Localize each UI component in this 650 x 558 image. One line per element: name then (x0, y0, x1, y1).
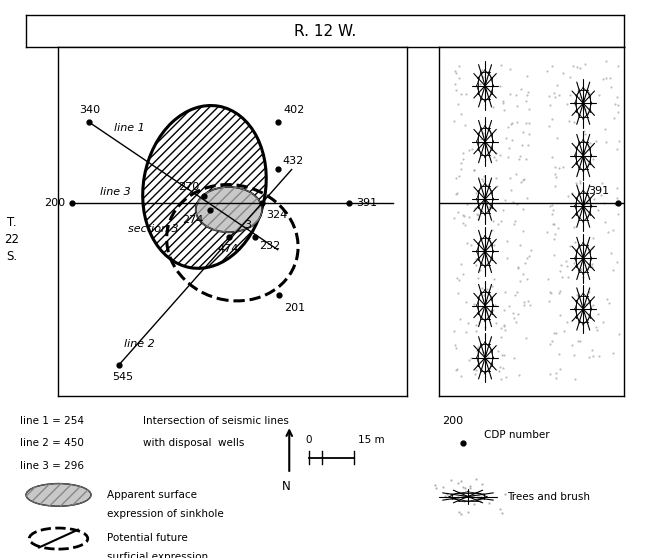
Text: Trees and brush: Trees and brush (507, 492, 590, 502)
Text: line 2: line 2 (124, 339, 155, 349)
Text: Apparent surface: Apparent surface (107, 490, 197, 500)
Text: 274: 274 (183, 215, 204, 225)
Text: 545: 545 (112, 373, 133, 382)
Text: R. 12 W.: R. 12 W. (294, 24, 356, 39)
Text: 432: 432 (282, 156, 304, 166)
Text: 0: 0 (306, 435, 312, 445)
Text: 324: 324 (266, 210, 288, 220)
Text: 15 m: 15 m (358, 435, 384, 445)
Text: Intersection of seismic lines: Intersection of seismic lines (143, 416, 289, 426)
Text: 391: 391 (356, 198, 377, 208)
Text: N: N (281, 480, 291, 493)
Text: line 1 = 254: line 1 = 254 (20, 416, 83, 426)
Ellipse shape (26, 484, 91, 506)
Text: with disposal  wells: with disposal wells (143, 438, 244, 448)
Text: line 2 = 450: line 2 = 450 (20, 438, 83, 448)
Ellipse shape (196, 187, 262, 232)
Text: 3: 3 (244, 220, 251, 230)
Text: Potential future: Potential future (107, 533, 188, 543)
Text: 200: 200 (442, 416, 463, 426)
Text: section 3: section 3 (128, 224, 178, 234)
Text: line 1: line 1 (114, 123, 144, 133)
Text: 201: 201 (284, 302, 305, 312)
Text: CDP number: CDP number (484, 430, 550, 440)
Text: line 3 = 296: line 3 = 296 (20, 461, 83, 471)
Text: 270: 270 (178, 182, 200, 192)
Text: surficial expression: surficial expression (107, 551, 209, 558)
Text: line 3: line 3 (100, 187, 131, 198)
Text: T.
22
S.: T. 22 S. (4, 217, 20, 263)
Text: 474: 474 (217, 244, 239, 254)
Ellipse shape (143, 105, 266, 268)
Text: expression of sinkhole: expression of sinkhole (107, 509, 224, 519)
Text: 200: 200 (44, 198, 65, 208)
Text: 391: 391 (588, 186, 609, 196)
Text: 402: 402 (283, 105, 304, 116)
Text: 340: 340 (79, 105, 100, 116)
Text: 232: 232 (259, 241, 281, 251)
